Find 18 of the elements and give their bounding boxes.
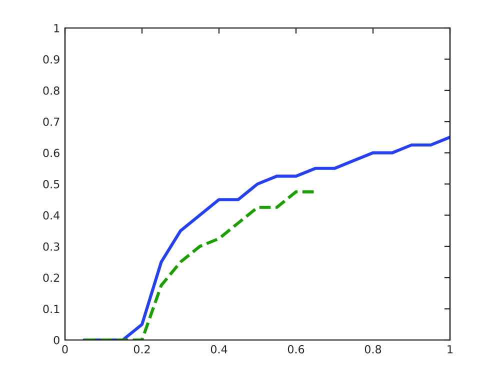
- x-tick-label: 0.8: [364, 345, 382, 354]
- y-tick-label: 0.6: [43, 148, 60, 158]
- x-tick-label: 1: [448, 345, 453, 354]
- x-tick-label: 0: [62, 345, 68, 354]
- y-tick-label: 0.2: [43, 274, 60, 282]
- y-tick-label: 0.4: [43, 211, 60, 220]
- y-tick-label: 0.9: [43, 55, 60, 64]
- y-tick-label: 0.1: [43, 304, 60, 314]
- x-tick-label: 0.6: [288, 345, 304, 354]
- x-tick-label: 0.2: [134, 345, 150, 354]
- x-tick-label: 0.4: [210, 345, 228, 354]
- y-tick-label: 0: [54, 336, 60, 344]
- y-tick-label: 0.3: [43, 242, 60, 251]
- y-tick-label: 0.7: [43, 118, 60, 126]
- y-tick-label: 0.5: [43, 180, 60, 188]
- y-tick-label: 0.8: [43, 86, 60, 95]
- y-tick-label: 1: [54, 24, 60, 32]
- line-series: [82, 136, 450, 340]
